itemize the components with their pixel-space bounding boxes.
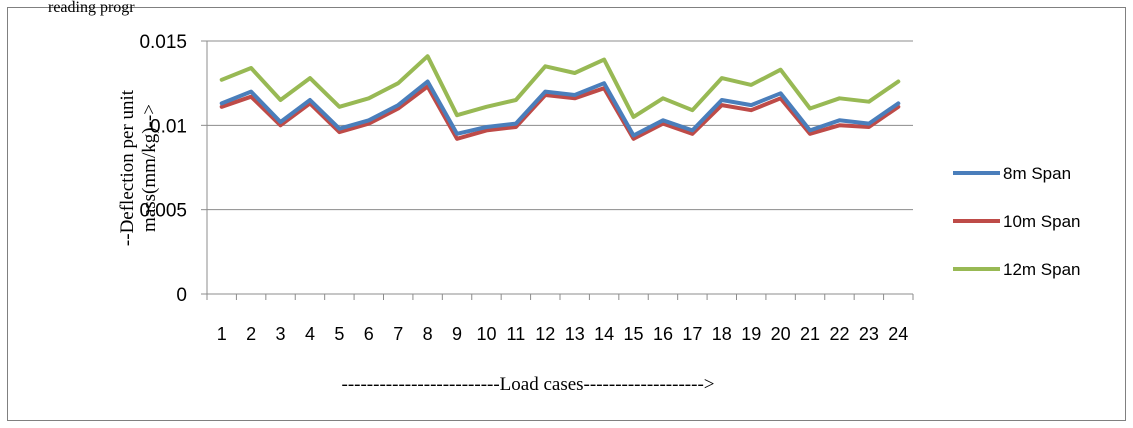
- x-tick-label: 7: [393, 324, 403, 344]
- series-line-8m-span: [219, 79, 901, 138]
- legend-label: 8m Span: [1003, 164, 1071, 183]
- y-axis-title-line-1: --Deflection per unit: [117, 89, 138, 246]
- x-tick-label: 23: [859, 324, 879, 344]
- series-line-10m-span: [219, 84, 901, 141]
- x-tick-label: 17: [682, 324, 702, 344]
- gridlines: [207, 40, 913, 211]
- x-tick-label: 5: [334, 324, 344, 344]
- legend-label: 12m Span: [1003, 260, 1081, 279]
- x-tick-label: 15: [624, 324, 644, 344]
- x-tick-label: 18: [712, 324, 732, 344]
- x-tick-label: 24: [888, 324, 908, 344]
- y-tick-label: 0: [176, 285, 187, 306]
- x-tick-label: 14: [594, 324, 614, 344]
- x-tick-label: 12: [535, 324, 555, 344]
- legend-label: 10m Span: [1003, 212, 1081, 231]
- x-tick-label: 11: [507, 324, 526, 344]
- series-line-12m-span: [219, 54, 901, 119]
- x-tick-label: 19: [741, 324, 761, 344]
- y-tick-label: 0.01: [150, 116, 187, 137]
- x-tick-label: 20: [771, 324, 791, 344]
- y-tick-label: 0.015: [139, 32, 187, 53]
- x-tick-label: 4: [305, 324, 315, 344]
- y-tick-labels: 0 0.005 0.01 0.015: [139, 32, 187, 306]
- x-tick-label: 1: [217, 324, 227, 344]
- x-axis-title: -------------------------Load cases-----…: [342, 374, 715, 395]
- y-axis-title-line-2: mass(mm/kg)-->: [139, 104, 160, 232]
- header-fragment: reading progr: [48, 0, 135, 16]
- x-tick-label: 3: [276, 324, 286, 344]
- y-axis-title: --Deflection per unit mass(mm/kg)-->: [117, 89, 160, 246]
- series-lines: [219, 54, 901, 141]
- y-tick-label: 0.005: [139, 201, 187, 222]
- x-tick-label: 6: [364, 324, 374, 344]
- x-tick-label: 13: [565, 324, 585, 344]
- x-tick-label: 16: [653, 324, 673, 344]
- legend: 8m Span 10m Span 12m Span: [953, 164, 1081, 279]
- x-tick-label: 22: [829, 324, 849, 344]
- x-tick-label: 2: [246, 324, 256, 344]
- x-tick-label: 21: [800, 324, 820, 344]
- x-tick-label: 10: [476, 324, 496, 344]
- axes: [201, 40, 914, 300]
- chart-frame: reading progr: [7, 0, 1126, 421]
- x-tick-label: 9: [452, 324, 462, 344]
- x-tick-labels: 1 2 3 4 5 6 7 8 9 10 11 12 13 14 15 16 17 18 19 20 21 22 23 24: [217, 324, 909, 344]
- x-tick-label: 8: [423, 324, 433, 344]
